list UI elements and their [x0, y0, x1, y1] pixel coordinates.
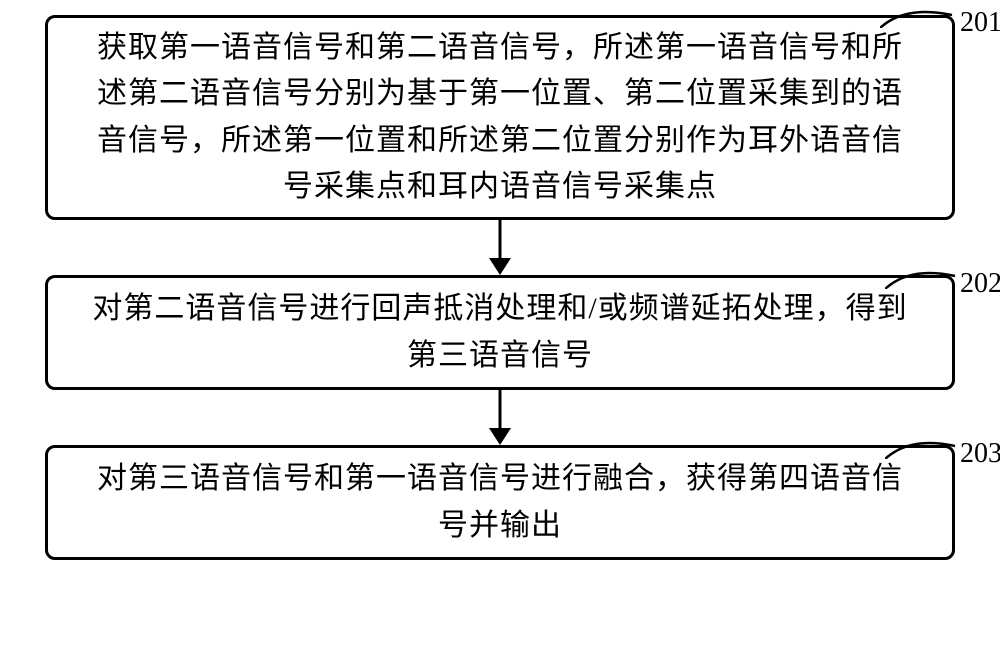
callout-line-202 [885, 261, 957, 289]
step-202-text: 对第二语音信号进行回声抵消处理和/或频谱延拓处理，得到第三语音信号 [88, 286, 912, 379]
step-202-label: 202 [960, 268, 1000, 300]
arrow-201-to-202 [45, 220, 955, 275]
flowchart-step-203: 对第三语音信号和第一语音信号进行融合，获得第四语音信号并输出 [45, 445, 955, 560]
flowchart-step-201: 获取第一语音信号和第二语音信号，所述第一语音信号和所述第二语音信号分别为基于第一… [45, 15, 955, 220]
flowchart-container: 获取第一语音信号和第二语音信号，所述第一语音信号和所述第二语音信号分别为基于第一… [45, 15, 955, 560]
arrow-202-to-203 [45, 390, 955, 445]
callout-line-203 [885, 431, 957, 459]
flowchart-step-202: 对第二语音信号进行回声抵消处理和/或频谱延拓处理，得到第三语音信号 [45, 275, 955, 390]
step-203-text: 对第三语音信号和第一语音信号进行融合，获得第四语音信号并输出 [88, 456, 912, 549]
step-203-label: 203 [960, 438, 1000, 470]
callout-line-201 [880, 0, 955, 28]
step-201-text: 获取第一语音信号和第二语音信号，所述第一语音信号和所述第二语音信号分别为基于第一… [88, 25, 912, 211]
step-201-label: 201 [960, 7, 1000, 39]
